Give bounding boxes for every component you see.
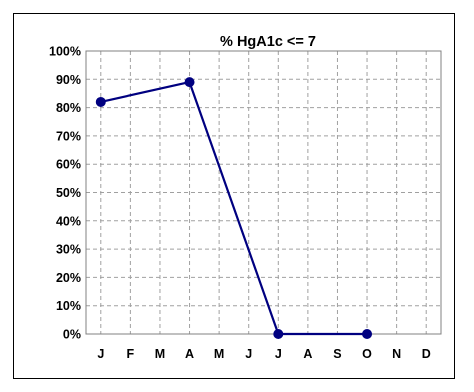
x-tick-label: A bbox=[303, 347, 312, 361]
line-chart: % HgA1c <= 7 0% 10% 20% 30% 40% 50% 60% 70% 80% 9… bbox=[49, 34, 442, 361]
data-point bbox=[184, 77, 195, 88]
y-tick-label: 50% bbox=[56, 186, 81, 200]
x-tick-label: J bbox=[275, 347, 282, 361]
x-tick-label: S bbox=[333, 347, 341, 361]
x-tick-label: J bbox=[245, 347, 252, 361]
y-axis-tick-labels: 0% 10% 20% 30% 40% 50% 60% 70% 80% 90% 100% bbox=[49, 45, 81, 342]
data-point bbox=[273, 329, 284, 339]
x-tick-label: O bbox=[362, 347, 372, 361]
y-tick-label: 90% bbox=[56, 73, 81, 87]
x-tick-label: F bbox=[127, 347, 135, 361]
chart-title: % HgA1c <= 7 bbox=[220, 34, 316, 50]
y-tick-label: 0% bbox=[63, 328, 81, 342]
y-tick-label: 10% bbox=[56, 299, 81, 313]
x-tick-label: D bbox=[422, 347, 431, 361]
y-tick-label: 60% bbox=[56, 158, 81, 172]
chart-frame: % HgA1c <= 7 0% 10% 20% 30% 40% 50% 60% 70% 80% 9… bbox=[13, 13, 455, 379]
x-tick-label: A bbox=[185, 347, 194, 361]
x-tick-label: M bbox=[214, 347, 224, 361]
y-tick-label: 100% bbox=[49, 45, 81, 59]
x-tick-label: J bbox=[97, 347, 104, 361]
data-point bbox=[95, 96, 106, 107]
y-tick-label: 40% bbox=[56, 214, 81, 228]
x-tick-label: M bbox=[155, 347, 165, 361]
y-tick-label: 70% bbox=[56, 129, 81, 143]
plot-area bbox=[85, 50, 442, 335]
data-series bbox=[95, 77, 373, 339]
grid-lines bbox=[86, 51, 441, 334]
y-tick-label: 30% bbox=[56, 243, 81, 257]
y-tick-label: 20% bbox=[56, 271, 81, 285]
y-tick-label: 80% bbox=[56, 101, 81, 115]
data-point bbox=[362, 329, 373, 339]
x-tick-label: N bbox=[392, 347, 401, 361]
series-line bbox=[100, 80, 367, 336]
